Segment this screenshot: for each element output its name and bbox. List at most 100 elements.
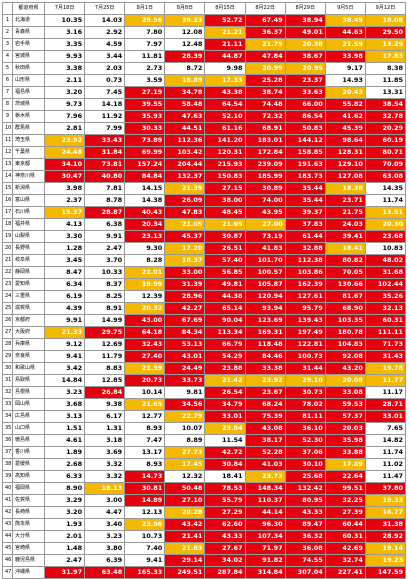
table-row: 47 沖縄県 31.97 63.48 165.33 249.51 287.84 314.84 3… <box>2 566 407 579</box>
row-number: 46 <box>2 554 13 567</box>
weekly-value-cell: 42.72 <box>204 446 246 459</box>
header-date: 8月8日 <box>164 2 206 15</box>
weekly-value-cell: 18.13 <box>84 482 126 495</box>
weekly-value-cell: 69.99 <box>124 146 166 159</box>
weekly-value-cell: 9.30 <box>124 242 166 255</box>
weekly-value-cell: 47.83 <box>164 206 206 219</box>
weekly-value-cell: 44.51 <box>164 122 206 135</box>
prefecture-name: 宮崎県 <box>12 542 45 555</box>
weekly-value-cell: 21.11 <box>204 38 246 51</box>
row-number: 23 <box>2 278 13 291</box>
weekly-value-cell: 169.31 <box>244 326 286 339</box>
weekly-value-cell: 14.38 <box>124 194 166 207</box>
table-row: 24 三重県 6.19 8.25 12.39 28.96 44.38 120.94 127.61… <box>2 290 407 303</box>
prefecture-name: 山形県 <box>12 74 45 87</box>
weekly-value-cell: 150.83 <box>204 170 246 183</box>
weekly-value-cell: 33.98 <box>324 50 366 63</box>
weekly-value-cell: 30.87 <box>204 230 246 243</box>
row-number: 19 <box>2 230 13 243</box>
weekly-value-cell: 215.93 <box>204 158 246 171</box>
weekly-value-cell: 141.20 <box>204 134 246 147</box>
weekly-value-cell: 92.08 <box>324 350 366 363</box>
weekly-value-cell: 91.82 <box>244 554 286 567</box>
weekly-value-cell: 158.85 <box>284 146 326 159</box>
weekly-value-cell: 23.68 <box>364 230 407 243</box>
table-row: 40 福岡県 8.90 18.13 30.81 50.48 78.53 148.34 132.4… <box>2 482 407 495</box>
weekly-value-cell: 26.54 <box>204 386 246 399</box>
weekly-value-cell: 107.34 <box>244 530 286 543</box>
weekly-value-cell: 3.59 <box>124 74 166 87</box>
weekly-value-cell: 3.98 <box>43 182 86 195</box>
weekly-value-cell: 99.51 <box>324 482 366 495</box>
table-row: 30 和歌山県 3.42 8.83 21.39 24.49 23.88 33.38 31.44 4… <box>2 362 407 375</box>
weekly-value-cell: 249.51 <box>164 566 206 579</box>
weekly-value-cell: 1.89 <box>43 446 86 459</box>
prefecture-name: 岐阜県 <box>12 254 45 267</box>
weekly-value-cell: 110.37 <box>244 494 286 507</box>
weekly-value-cell: 33.08 <box>324 386 366 399</box>
weekly-value-cell: 14.73 <box>124 470 166 483</box>
row-number: 2 <box>2 26 13 39</box>
weekly-value-cell: 148.34 <box>244 482 286 495</box>
weekly-value-cell: 14.93 <box>324 74 366 87</box>
weekly-value-cell: 7.97 <box>124 38 166 51</box>
weekly-value-cell: 53.13 <box>164 338 206 351</box>
weekly-value-cell: 81.67 <box>324 290 366 303</box>
weekly-value-cell: 43.01 <box>164 350 206 363</box>
weekly-value-cell: 23.13 <box>124 230 166 243</box>
header-date: 8月29日 <box>284 2 326 15</box>
table-row: 1 北海道 10.35 14.03 29.56 39.23 52.72 67.49 38.94 3… <box>2 14 407 27</box>
weekly-value-cell: 71.73 <box>364 338 407 351</box>
weekly-value-cell: 71.97 <box>244 542 286 555</box>
weekly-value-cell: 30.73 <box>284 386 326 399</box>
weekly-value-cell: 62.60 <box>204 518 246 531</box>
weekly-value-cell: 24.49 <box>164 362 206 375</box>
table-row: 46 鹿児島県 2.47 6.39 9.41 29.14 34.02 91.82 74.55 32… <box>2 554 407 567</box>
weekly-value-cell: 102.44 <box>364 278 407 291</box>
weekly-value-cell: 34.02 <box>204 554 246 567</box>
weekly-value-cell: 14.84 <box>43 374 86 387</box>
row-number: 4 <box>2 50 13 63</box>
weekly-value-cell: 3.42 <box>43 362 86 375</box>
prefecture-name: 宮城県 <box>12 50 45 63</box>
row-number: 20 <box>2 242 13 255</box>
weekly-value-cell: 21.75 <box>244 38 286 51</box>
weekly-value-cell: 104.83 <box>324 338 366 351</box>
weekly-value-cell: 39.23 <box>164 14 206 27</box>
prefecture-name: 徳島県 <box>12 434 45 447</box>
prefecture-name: 和歌山県 <box>12 362 45 375</box>
weekly-value-cell: 74.55 <box>284 554 326 567</box>
table-row: 10 群馬県 2.81 7.99 30.33 44.51 61.16 68.91 50.83 45… <box>2 122 407 135</box>
weekly-value-cell: 27.10 <box>164 494 206 507</box>
weekly-value-cell: 11.79 <box>84 350 126 363</box>
weekly-value-cell: 19.99 <box>124 278 166 291</box>
weekly-value-cell: 98.64 <box>324 134 366 147</box>
weekly-value-cell: 6.38 <box>84 218 126 231</box>
weekly-value-cell: 26.84 <box>84 386 126 399</box>
weekly-value-cell: 64.54 <box>204 98 246 111</box>
table-row: 17 石川県 15.37 28.87 40.43 47.83 48.45 43.95 39.37… <box>2 206 407 219</box>
prefecture-name: 岩手県 <box>12 38 45 51</box>
weekly-value-cell: 95.79 <box>284 302 326 315</box>
row-number: 7 <box>2 86 13 99</box>
prefecture-name: 奈良県 <box>12 350 45 363</box>
table-row: 44 大分県 2.01 3.23 10.73 21.41 43.33 107.34 36.32 6… <box>2 530 407 543</box>
prefecture-name: 山口県 <box>12 422 45 435</box>
weekly-value-cell: 197.49 <box>284 326 326 339</box>
prefecture-name: 福岡県 <box>12 482 45 495</box>
row-number: 15 <box>2 182 13 195</box>
weekly-value-cell: 2.73 <box>124 62 166 75</box>
prefecture-name: 高知県 <box>12 470 45 483</box>
row-number: 30 <box>2 362 13 375</box>
weekly-value-cell: 16.77 <box>364 506 407 519</box>
weekly-value-cell: 4.13 <box>43 218 86 231</box>
weekly-value-cell: 50.48 <box>164 482 206 495</box>
weekly-value-cell: 67.49 <box>244 14 286 27</box>
weekly-value-cell: 13.31 <box>364 86 407 99</box>
weekly-value-cell: 8.90 <box>43 482 86 495</box>
weekly-value-cell: 1.28 <box>43 242 86 255</box>
weekly-value-cell: 14.99 <box>84 314 126 327</box>
weekly-value-cell: 34.79 <box>204 398 246 411</box>
weekly-value-cell: 42.69 <box>324 542 366 555</box>
